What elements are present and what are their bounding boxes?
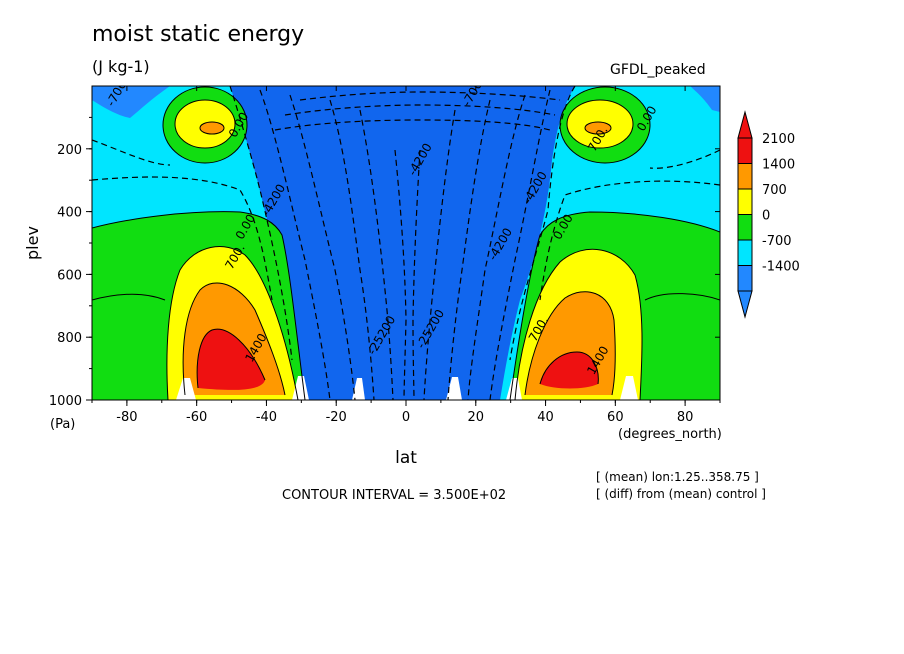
contour-line-dashed <box>423 109 456 400</box>
y-tick-label: 1000 <box>49 394 82 409</box>
contour-line-dashed <box>489 89 551 400</box>
x-tick-label: -40 <box>256 410 277 425</box>
contour-line-dashed <box>412 149 421 400</box>
contour-lines <box>92 86 720 400</box>
contour-line-dashed <box>289 94 356 400</box>
contour-interval-text: CONTOUR INTERVAL = 3.500E+02 <box>282 488 507 503</box>
contour-line-dashed <box>274 119 551 131</box>
colorbar-segment <box>737 188 753 215</box>
x-tick-label: 60 <box>607 410 624 425</box>
terrain-block <box>506 378 522 400</box>
contour-line-dashed <box>329 99 375 400</box>
terrain-block <box>446 377 462 400</box>
contour-line <box>92 211 306 400</box>
x-axis: -80 -60 -40 -20 0 20 40 60 80 <box>91 86 721 425</box>
x-tick-label: -60 <box>186 410 207 425</box>
colorbar-segment <box>737 265 753 292</box>
fill-left-red <box>197 329 265 390</box>
model-label: GFDL_peaked <box>610 62 706 78</box>
colorbar-segment <box>737 239 753 266</box>
diff-note: [ (diff) from (mean) control ] <box>596 487 766 501</box>
x-tick-label: -80 <box>116 410 137 425</box>
contour-line-dashed <box>359 109 394 400</box>
contour-line-dashed <box>467 94 526 400</box>
chart-title: moist static energy <box>92 22 305 47</box>
contour-line <box>524 291 616 396</box>
fill-right-red <box>540 352 599 389</box>
colorbar-label: -1400 <box>762 260 800 275</box>
terrain-block <box>292 376 309 400</box>
contour-line <box>514 248 643 400</box>
contour-line-dashed <box>394 149 407 400</box>
contour-line-dashed <box>509 86 576 361</box>
y-tick-label: 600 <box>57 268 82 283</box>
colorbar-label: -700 <box>762 234 792 249</box>
colorbar-segment <box>737 137 753 164</box>
colorbar-label: 1400 <box>762 158 795 173</box>
chart-units: (J kg-1) <box>92 57 150 76</box>
x-axis-label: lat <box>395 448 417 468</box>
contour-line <box>566 99 634 149</box>
mean-note: [ (mean) lon:1.25..358.75 ] <box>596 470 759 484</box>
terrain-block <box>352 378 365 400</box>
x-tick-label: 20 <box>468 410 485 425</box>
contour-line-dashed <box>539 180 720 301</box>
colorbar-label: 2100 <box>762 132 795 147</box>
colorbar: 2100 1400 700 0 -700 -1400 <box>737 110 800 319</box>
colorbar-segment <box>737 163 753 190</box>
colorbar-segment <box>737 214 753 241</box>
fill-ur-orange <box>585 122 611 134</box>
contour-line <box>166 246 299 400</box>
contour-line <box>182 282 286 396</box>
fill-ul-orange <box>200 122 224 134</box>
dashed-contours <box>92 86 720 400</box>
y-tick-label: 800 <box>57 331 82 346</box>
contour-line <box>644 293 720 301</box>
x-tick-label: -20 <box>326 410 347 425</box>
contour-line-dashed <box>229 86 293 361</box>
contour-line <box>196 328 266 389</box>
contour-line-dashed <box>259 89 331 400</box>
x-tick-label: 40 <box>537 410 554 425</box>
contour-line <box>539 351 599 385</box>
contour-line <box>199 121 225 135</box>
contour-line-dashed <box>299 91 561 101</box>
fill-top-left-blue <box>92 86 170 118</box>
contour-line <box>174 99 236 149</box>
colorbar-top-arrow <box>737 110 753 139</box>
colorbar-bottom-arrow <box>737 290 753 319</box>
contour-line <box>584 121 612 135</box>
y-axis-label: plev <box>23 226 42 260</box>
colorbar-label: 0 <box>762 209 770 224</box>
y-axis: 200 400 600 800 1000 <box>49 116 720 409</box>
y-tick-label: 200 <box>57 143 82 158</box>
contour-line <box>509 211 720 400</box>
x-tick-label: 80 <box>677 410 694 425</box>
x-tick-label: 0 <box>402 410 410 425</box>
fill-top-right-blue <box>690 86 720 112</box>
contour-line <box>162 86 248 164</box>
contour-line-dashed <box>92 139 171 166</box>
contour-line-dashed <box>92 176 273 301</box>
contour-line <box>92 293 166 301</box>
contour-line-dashed <box>447 99 491 400</box>
y-tick-label: 400 <box>57 206 82 221</box>
colorbar-label: 700 <box>762 183 787 198</box>
terrain-block <box>176 378 196 400</box>
x-axis-units: (degrees_north) <box>618 427 722 442</box>
terrain-block <box>620 376 638 400</box>
contour-line-dashed <box>284 104 556 116</box>
y-axis-units: (Pa) <box>50 417 75 432</box>
